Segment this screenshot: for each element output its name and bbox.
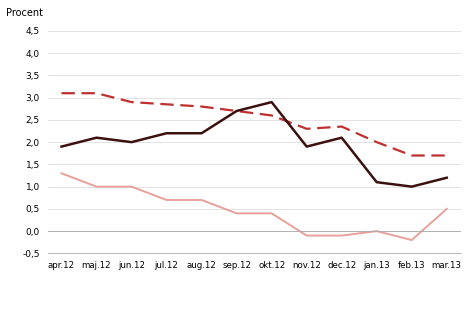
Finland (409, 154, 415, 157)
Finland (304, 127, 310, 131)
Åland (164, 131, 170, 135)
Åland (129, 140, 134, 144)
Åland (409, 185, 415, 188)
Sverige (444, 207, 450, 211)
Finland (234, 109, 239, 113)
Finland (164, 103, 170, 106)
Sverige (374, 229, 380, 233)
Sverige (199, 198, 204, 202)
Sverige (129, 185, 134, 188)
Sverige (339, 234, 344, 237)
Sverige (94, 185, 99, 188)
Åland (199, 131, 204, 135)
Åland (374, 180, 380, 184)
Finland (444, 154, 450, 157)
Åland (444, 176, 450, 180)
Sverige (234, 211, 239, 215)
Finland (94, 91, 99, 95)
Åland (339, 136, 344, 140)
Sverige (269, 211, 275, 215)
Line: Sverige: Sverige (61, 173, 447, 240)
Åland (234, 109, 239, 113)
Finland (269, 114, 275, 117)
Sverige (304, 234, 310, 237)
Line: Finland: Finland (61, 93, 447, 155)
Text: Procent: Procent (6, 7, 43, 18)
Åland (58, 145, 64, 148)
Sverige (409, 238, 415, 242)
Åland (269, 100, 275, 104)
Line: Åland: Åland (61, 102, 447, 187)
Finland (58, 91, 64, 95)
Finland (374, 140, 380, 144)
Finland (199, 105, 204, 108)
Åland (94, 136, 99, 140)
Sverige (164, 198, 170, 202)
Sverige (58, 171, 64, 175)
Finland (129, 100, 134, 104)
Åland (304, 145, 310, 148)
Finland (339, 125, 344, 129)
